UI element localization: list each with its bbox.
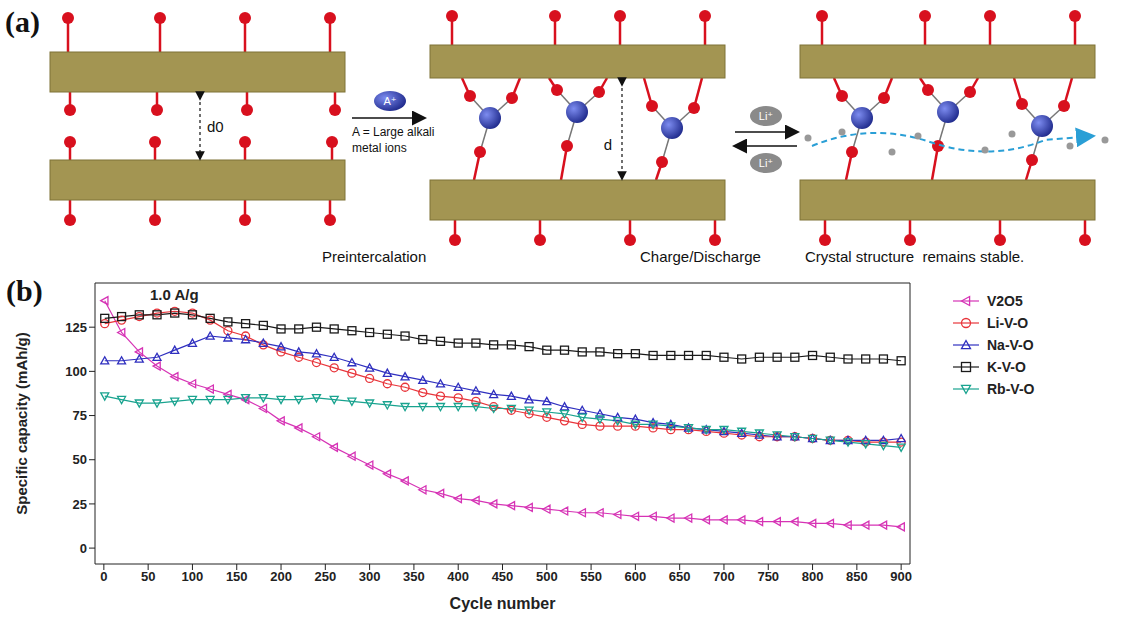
svg-text:25: 25 bbox=[73, 497, 87, 512]
svg-text:500: 500 bbox=[536, 569, 558, 584]
svg-text:75: 75 bbox=[73, 408, 87, 423]
svg-text:850: 850 bbox=[846, 569, 868, 584]
svg-text:400: 400 bbox=[447, 569, 469, 584]
svg-text:A⁺: A⁺ bbox=[383, 95, 396, 107]
html-text:V2O5: V2O5 bbox=[987, 293, 1023, 309]
svg-text:700: 700 bbox=[713, 569, 735, 584]
svg-text:50: 50 bbox=[73, 452, 87, 467]
svg-text:Charge/Discharge: Charge/Discharge bbox=[640, 248, 761, 265]
svg-text:125: 125 bbox=[65, 320, 87, 335]
svg-text:900: 900 bbox=[890, 569, 912, 584]
svg-text:A = Large alkali: A = Large alkali bbox=[352, 125, 434, 139]
html-text:1.0 A/g: 1.0 A/g bbox=[150, 286, 199, 303]
svg-text:d: d bbox=[604, 136, 612, 153]
html-text:Na-V-O: Na-V-O bbox=[987, 337, 1034, 353]
svg-text:Li⁺: Li⁺ bbox=[759, 110, 774, 122]
svg-text:650: 650 bbox=[669, 569, 691, 584]
html-text:K-V-O: K-V-O bbox=[987, 359, 1026, 375]
svg-text:Li⁺: Li⁺ bbox=[759, 157, 774, 169]
svg-text:Crystal structure remains sta: Crystal structure remains stable. bbox=[805, 248, 1024, 265]
svg-text:600: 600 bbox=[625, 569, 647, 584]
svg-text:100: 100 bbox=[182, 569, 204, 584]
svg-text:50: 50 bbox=[141, 569, 155, 584]
svg-text:450: 450 bbox=[492, 569, 514, 584]
html-text:Rb-V-O: Rb-V-O bbox=[987, 381, 1035, 397]
svg-text:250: 250 bbox=[314, 569, 336, 584]
html-text:(b): (b) bbox=[6, 274, 43, 307]
svg-text:150: 150 bbox=[226, 569, 248, 584]
svg-text:(a): (a) bbox=[5, 5, 40, 39]
svg-text:750: 750 bbox=[757, 569, 779, 584]
html-text:Li-V-O: Li-V-O bbox=[987, 315, 1029, 331]
svg-text:550: 550 bbox=[580, 569, 602, 584]
svg-text:Specific capacity (mAh/g): Specific capacity (mAh/g) bbox=[13, 332, 30, 515]
svg-text:metal ions: metal ions bbox=[352, 141, 407, 155]
svg-text:200: 200 bbox=[270, 569, 292, 584]
svg-text:800: 800 bbox=[802, 569, 824, 584]
svg-text:300: 300 bbox=[359, 569, 381, 584]
svg-text:d0: d0 bbox=[207, 118, 224, 135]
svg-text:Preintercalation: Preintercalation bbox=[322, 248, 426, 265]
svg-text:350: 350 bbox=[403, 569, 425, 584]
svg-text:0: 0 bbox=[80, 541, 87, 556]
svg-text:Cycle number: Cycle number bbox=[450, 595, 556, 612]
svg-text:0: 0 bbox=[100, 569, 107, 584]
svg-text:100: 100 bbox=[65, 364, 87, 379]
